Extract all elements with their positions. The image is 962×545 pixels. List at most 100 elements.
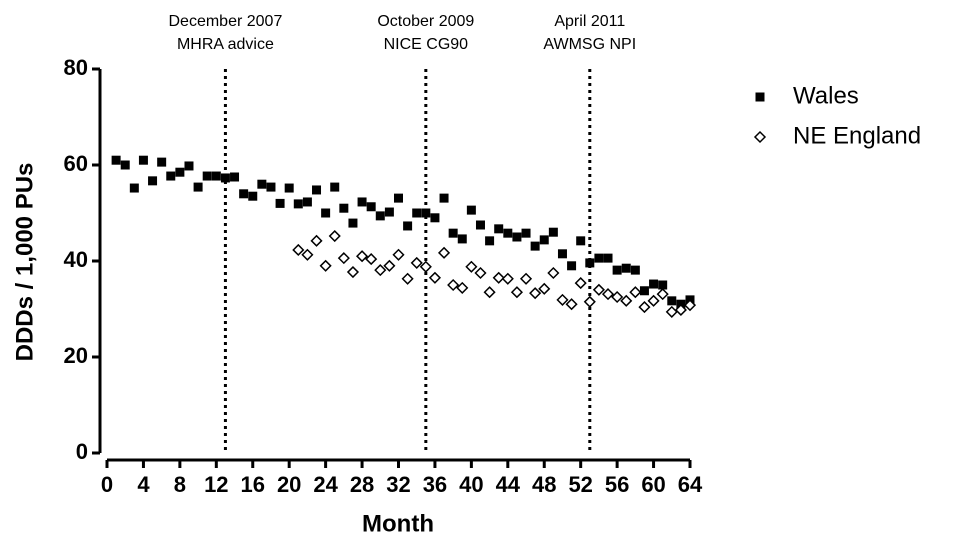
point xyxy=(157,157,167,167)
x-tick-label: 32 xyxy=(386,472,410,497)
point xyxy=(392,248,405,261)
point xyxy=(357,197,367,207)
y-axis-title: DDDs / 1,000 PUs xyxy=(11,163,38,362)
point xyxy=(138,155,148,165)
point xyxy=(284,183,294,193)
y-tick-label: 0 xyxy=(76,439,88,464)
point xyxy=(612,265,622,275)
point xyxy=(547,266,560,280)
point xyxy=(428,271,441,284)
point xyxy=(330,182,340,192)
point xyxy=(448,228,458,238)
point xyxy=(337,252,350,265)
point xyxy=(639,286,649,296)
point xyxy=(576,236,586,246)
point xyxy=(594,253,604,263)
point xyxy=(674,303,687,317)
event-label: NICE CG90 xyxy=(384,36,469,53)
point xyxy=(111,155,121,165)
point xyxy=(248,191,258,201)
point xyxy=(401,272,414,285)
x-tick-label: 20 xyxy=(277,472,301,497)
point xyxy=(501,272,514,285)
x-tick-label: 64 xyxy=(678,472,703,497)
y-tick-label: 80 xyxy=(64,55,88,80)
point xyxy=(275,198,285,208)
point xyxy=(439,193,449,203)
x-tick-label: 48 xyxy=(532,472,556,497)
point xyxy=(667,296,677,306)
point xyxy=(629,286,642,299)
legend-marker xyxy=(753,130,767,144)
x-tick-label: 60 xyxy=(641,472,665,497)
point xyxy=(475,220,485,230)
point xyxy=(649,279,659,289)
legend-label: Wales xyxy=(793,82,859,109)
point xyxy=(447,278,460,292)
point xyxy=(466,205,476,215)
point xyxy=(319,259,332,272)
point xyxy=(419,260,432,273)
point xyxy=(583,295,596,308)
point xyxy=(638,301,651,314)
point xyxy=(658,280,668,290)
point xyxy=(394,193,403,203)
point xyxy=(374,264,387,277)
point xyxy=(120,160,130,170)
point xyxy=(539,235,549,245)
point xyxy=(456,281,469,294)
point xyxy=(574,277,587,290)
point xyxy=(166,171,176,181)
point xyxy=(356,250,369,263)
event-label: AWMSG NPI xyxy=(543,36,636,53)
point xyxy=(485,236,495,246)
point xyxy=(665,305,678,318)
point xyxy=(621,263,631,273)
point xyxy=(529,287,542,300)
x-tick-label: 36 xyxy=(423,472,447,497)
point xyxy=(630,265,640,275)
point xyxy=(384,207,394,217)
point xyxy=(647,294,660,307)
point xyxy=(292,243,305,257)
point xyxy=(548,227,558,237)
point xyxy=(312,185,322,195)
point xyxy=(346,265,360,279)
point xyxy=(339,203,349,213)
point xyxy=(421,208,431,218)
point xyxy=(220,173,230,183)
point xyxy=(348,218,358,228)
y-tick-label: 20 xyxy=(64,343,88,368)
point xyxy=(530,241,540,251)
point xyxy=(383,259,396,272)
point xyxy=(375,211,385,221)
point xyxy=(365,253,378,266)
point xyxy=(437,246,451,259)
point xyxy=(293,199,303,209)
point xyxy=(457,234,467,244)
point xyxy=(202,171,212,181)
x-tick-label: 52 xyxy=(568,472,592,497)
point xyxy=(492,271,505,284)
point xyxy=(510,286,523,299)
x-tick-label: 4 xyxy=(137,472,150,497)
point xyxy=(557,249,567,259)
x-tick-label: 12 xyxy=(204,472,228,497)
point xyxy=(601,288,615,301)
point xyxy=(175,167,185,177)
x-tick-label: 24 xyxy=(313,472,338,497)
point xyxy=(656,288,669,301)
point xyxy=(503,228,513,238)
point xyxy=(129,183,139,193)
point xyxy=(521,228,531,238)
legend-label: NE England xyxy=(793,122,921,149)
point xyxy=(465,260,478,273)
point xyxy=(302,197,312,207)
x-tick-label: 0 xyxy=(101,472,113,497)
point xyxy=(430,213,440,223)
point xyxy=(556,293,569,306)
point xyxy=(211,171,221,181)
point xyxy=(301,248,314,261)
point xyxy=(239,189,249,199)
x-tick-label: 16 xyxy=(241,472,265,497)
